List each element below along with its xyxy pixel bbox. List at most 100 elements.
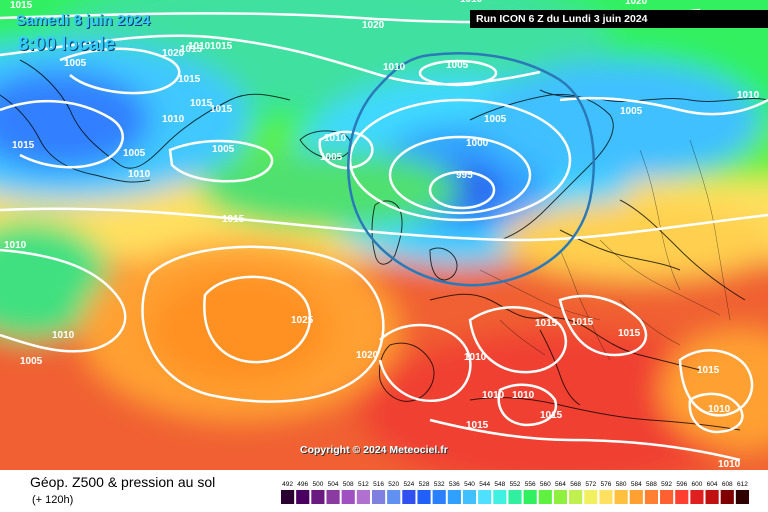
legend-value-label: 520: [388, 481, 399, 488]
forecast-date: Samedi 8 juin 2024: [16, 12, 151, 29]
legend-value-label: 556: [525, 481, 536, 488]
map-title: Géop. Z500 & pression au sol: [30, 474, 216, 490]
legend-value-label: 548: [494, 481, 505, 488]
legend-color-swatch: [417, 490, 431, 504]
pressure-label: 1015: [210, 104, 233, 115]
pressure-label: 1025: [291, 315, 314, 326]
legend-value-label: 592: [661, 481, 672, 488]
legend-color-swatch: [629, 490, 643, 504]
legend-value-label: 516: [373, 481, 384, 488]
pressure-labels: 1015 1020 1005 1015 1010 1020 1015 1015 …: [4, 0, 760, 470]
legend-color-swatch: [387, 490, 401, 504]
pressure-label: 1010: [512, 390, 535, 401]
pressure-label: 1010: [324, 133, 347, 144]
legend-color-swatch: [675, 490, 689, 504]
legend-color-swatch: [735, 490, 749, 504]
pressure-label: 1005: [446, 60, 469, 71]
pressure-label: 1015: [10, 0, 33, 11]
legend-value-label: 500: [312, 481, 323, 488]
pressure-label: 1015: [618, 328, 641, 339]
legend-value-label: 580: [616, 481, 627, 488]
pressure-label: 1015: [466, 420, 489, 431]
legend-color-swatch: [553, 490, 568, 504]
legend-color-swatch: [462, 490, 477, 504]
legend-value-label: 504: [328, 481, 339, 488]
pressure-label: 1020: [356, 350, 379, 361]
pressure-label: 1010: [4, 240, 27, 251]
legend-value-label: 524: [403, 481, 414, 488]
legend-value-label: 596: [676, 481, 687, 488]
pressure-label: 995: [456, 170, 473, 181]
pressure-label: 1015: [180, 44, 203, 55]
pressure-label: 1015: [535, 318, 558, 329]
forecast-lead-time: (+ 120h): [32, 494, 74, 506]
pressure-label: 1005: [20, 356, 43, 367]
pressure-label: 1005: [64, 58, 87, 69]
pressure-label: 1015: [190, 98, 213, 109]
forecast-local-time: 8:00 locale: [18, 34, 116, 55]
pressure-label: 1010: [482, 390, 505, 401]
pressure-label: 1015: [210, 41, 233, 52]
pressure-label: 1015: [571, 317, 594, 328]
legend-color-swatch: [326, 490, 340, 504]
pressure-label: 1010: [52, 330, 75, 341]
pressure-label: 1010: [383, 62, 406, 73]
legend-color-swatch: [720, 490, 734, 504]
legend-value-label: 496: [297, 481, 308, 488]
pressure-label: 1020: [362, 20, 385, 31]
pressure-label: 1010: [737, 90, 760, 101]
pressure-label: 1020: [162, 48, 185, 59]
legend-color-swatch: [478, 490, 492, 504]
legend-value-label: 552: [510, 481, 521, 488]
pressure-label: 1010: [128, 169, 151, 180]
legend-value-label: 584: [631, 481, 642, 488]
legend-color-swatch: [614, 490, 628, 504]
legend-color-swatch: [644, 490, 659, 504]
legend-value-label: 604: [707, 481, 718, 488]
legend-color-swatch: [447, 490, 461, 504]
pressure-label: 1005: [484, 114, 507, 125]
pressure-label: 1015: [222, 214, 245, 225]
pressure-label: 1005: [320, 152, 343, 163]
country-borders: [479, 139, 731, 361]
pressure-label: 1005: [123, 148, 146, 159]
pressure-label: 1010: [718, 459, 741, 470]
legend-value-label: 612: [737, 481, 748, 488]
legend-color-swatch: [660, 490, 674, 504]
pressure-label: 1015: [178, 74, 201, 85]
legend-value-label: 600: [692, 481, 703, 488]
legend-color-swatch: [432, 490, 446, 504]
legend-value-label: 564: [555, 481, 566, 488]
legend-color-swatch: [538, 490, 552, 504]
legend-value-label: 544: [479, 481, 490, 488]
legend-value-label: 572: [585, 481, 596, 488]
legend-value-label: 512: [358, 481, 369, 488]
pressure-label: 1015: [12, 140, 35, 151]
weather-map: 1015 1020 1005 1015 1010 1020 1015 1015 …: [0, 0, 768, 470]
legend-value-label: 508: [343, 481, 354, 488]
legend-color-swatch: [402, 490, 416, 504]
legend-value-label: 540: [464, 481, 475, 488]
pressure-label: 1010: [460, 0, 483, 5]
pressure-label: 1000: [466, 138, 489, 149]
legend-color-swatch: [341, 490, 355, 504]
pressure-label: 1005: [620, 106, 643, 117]
pressure-label: 1010: [708, 404, 731, 415]
legend-value-label: 568: [570, 481, 581, 488]
highlighted-contour: [347, 52, 595, 287]
run-info-banner: Run ICON 6 Z du Lundi 3 juin 2024: [470, 10, 768, 28]
legend-value-label: 576: [601, 481, 612, 488]
legend-value-label: 536: [449, 481, 460, 488]
pressure-label: 1020: [625, 0, 648, 7]
legend-color-swatch: [311, 490, 325, 504]
pressure-label: 1005: [212, 144, 235, 155]
legend-color-swatch: [508, 490, 522, 504]
color-scale-legend: 492 496 500 504 508 512 516 520 524 528 532 536 540 5…: [281, 481, 749, 504]
legend-color-swatch: [599, 490, 613, 504]
copyright-notice: Copyright © 2024 Meteociel.fr: [300, 444, 448, 456]
pressure-label: 1010: [162, 114, 185, 125]
pressure-label: 1015: [540, 410, 563, 421]
legend-value-label: 532: [434, 481, 445, 488]
legend-color-swatch: [690, 490, 704, 504]
